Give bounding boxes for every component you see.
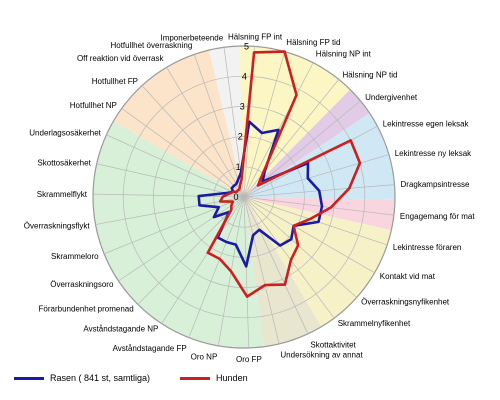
legend-label-dog: Hunden (216, 373, 248, 383)
axis-label: Hälsning NP int (316, 49, 372, 58)
grid-circle-3 (153, 106, 335, 288)
legend-label-breed: Rasen ( 841 st, samtliga) (50, 373, 151, 383)
sector-submission (244, 89, 370, 197)
axis-label: Engagemang för mat (400, 212, 475, 221)
axis-label: Skottosäkerhet (37, 159, 91, 168)
r-tick-label: 0 (233, 192, 238, 202)
r-tick-label: 5 (244, 41, 249, 51)
series-line-dog (206, 50, 362, 298)
axis-label: Imponerbeteende (160, 33, 223, 42)
axis-label: Skrammelnyfikenhet (338, 319, 411, 328)
spoke-14 (243, 196, 280, 344)
spoke-8 (243, 196, 394, 216)
axis-label: Förarbundenhet promenad (39, 305, 134, 314)
axis-label: Off reaktion vid överrask (77, 54, 165, 63)
axis-label: Lekintresse egen leksak (383, 119, 470, 128)
axis-label: Hälsning NP tid (343, 71, 398, 80)
spoke-17 (188, 196, 245, 338)
spoke-25 (106, 134, 245, 198)
spoke-28 (166, 67, 245, 198)
axis-label: Överraskningsnyfikenhet (361, 298, 450, 307)
grid-circle-2 (183, 136, 305, 258)
axis-label: Lekintresse ny leksak (395, 149, 472, 158)
axis-label: Skottaktivitet (310, 340, 356, 349)
axis-label: Lekintresse föraren (393, 243, 461, 252)
axis-label: Kontakt vid mat (380, 272, 436, 281)
spoke-3 (243, 79, 339, 198)
axis-label: Överraskningsflykt (24, 222, 91, 231)
r-tick-label: 4 (242, 71, 247, 81)
spoke-29 (193, 54, 245, 198)
sector-bold (208, 46, 244, 197)
axis-label: Underlagsosäkerhet (29, 128, 101, 137)
axis-label: Dragkampsintresse (401, 180, 470, 189)
spoke-6 (243, 154, 390, 198)
spoke-27 (141, 85, 245, 198)
spoke-23 (93, 193, 245, 198)
legend: Rasen ( 841 st, samtliga) Hunden (14, 370, 278, 386)
legend-item-dog: Hunden (180, 373, 248, 383)
axis-label: Hotfullhet NP (70, 101, 117, 110)
spoke-15 (243, 196, 250, 348)
axis-label: Undergivenhet (365, 93, 418, 102)
legend-swatch-dog (180, 376, 211, 380)
axis-label: Avståndstagande NP (83, 325, 158, 334)
spoke-24 (96, 163, 245, 198)
axis-label: Skrammeloro (51, 252, 99, 261)
r-tick-label: 3 (240, 102, 245, 112)
spoke-13 (243, 196, 309, 334)
spoke-26 (121, 108, 245, 198)
spoke-18 (161, 196, 245, 324)
spoke-1 (243, 51, 285, 198)
spoke-12 (243, 196, 335, 319)
spoke-21 (103, 196, 245, 255)
legend-item-breed: Rasen ( 841 st, samtliga) (14, 373, 150, 383)
axis-label: Hotfullhet överraskning (110, 41, 192, 50)
axis-label: Undersökning av annat (280, 351, 363, 360)
axis-label: Överraskningsoro (50, 280, 114, 289)
series-line-breed (197, 120, 324, 268)
r-tick-label: 2 (238, 132, 243, 142)
axis-label: Skrammelflykt (37, 190, 88, 199)
axis-label: Avståndstagande FP (113, 344, 187, 353)
sector-aggression (113, 50, 244, 197)
axis-label: Hälsning FP int (228, 32, 283, 41)
spoke-19 (137, 196, 245, 305)
spoke-11 (243, 196, 357, 298)
axis-label: Hotfullhet FP (92, 77, 138, 86)
spoke-9 (243, 196, 388, 246)
spoke-20 (118, 196, 245, 282)
spoke-5 (243, 125, 378, 198)
r-tick-label: 1 (236, 162, 241, 172)
spoke-10 (243, 196, 375, 274)
axis-label: Oro FP (236, 355, 262, 364)
legend-swatch-breed (14, 376, 44, 380)
sector-fear (93, 121, 265, 349)
grid-circle-5 (92, 45, 396, 349)
axis-label: Hälsning FP tid (286, 38, 340, 47)
axis-label: Oro NP (191, 353, 218, 362)
grid-circle-4 (122, 75, 366, 319)
